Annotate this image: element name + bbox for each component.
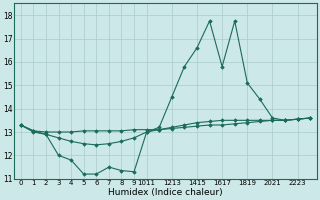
X-axis label: Humidex (Indice chaleur): Humidex (Indice chaleur) [108,188,223,197]
